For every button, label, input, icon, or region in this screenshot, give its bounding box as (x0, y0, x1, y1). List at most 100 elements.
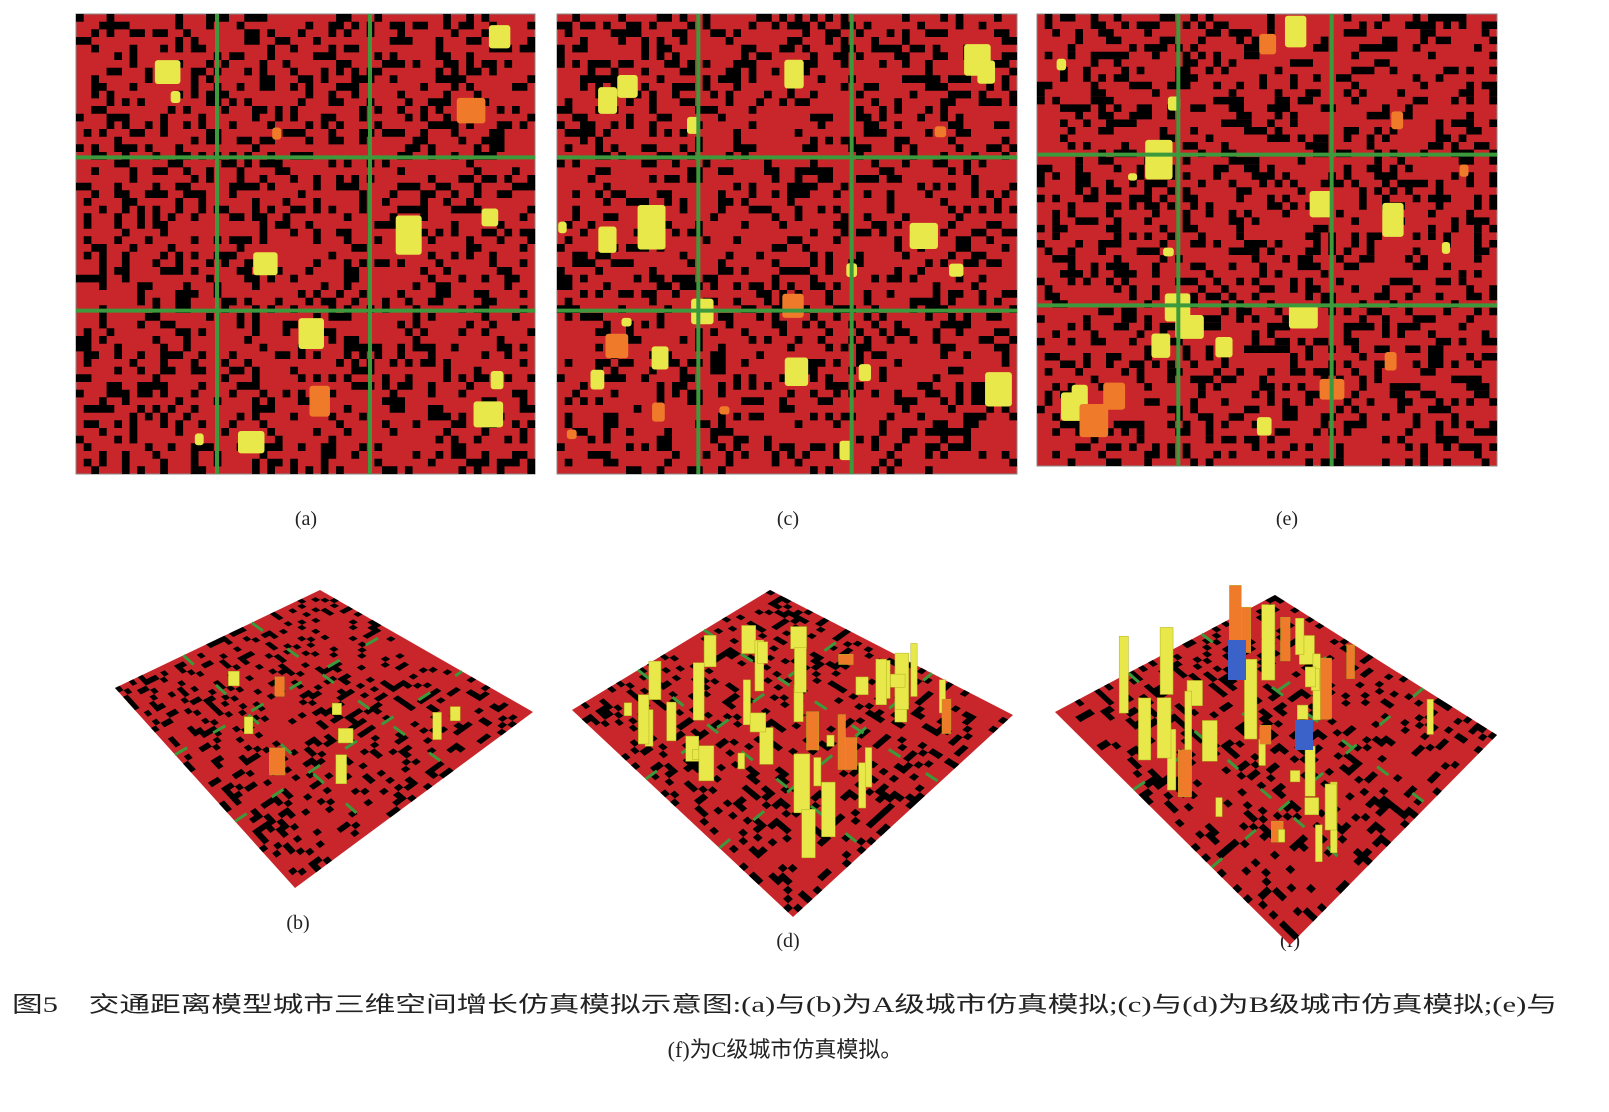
building-stack (1304, 797, 1319, 816)
building-stack (910, 643, 918, 697)
urban-cluster (590, 369, 605, 390)
building-stack (1244, 658, 1258, 740)
caption-line: 图5 交通距离模型城市三维空间增长仿真模拟示意图:(a)与(b)为A级城市仿真模… (12, 992, 1557, 1017)
urban-cluster (782, 293, 804, 318)
building-stack (875, 658, 887, 706)
panel-label: (a) (295, 508, 317, 530)
urban-cluster (784, 357, 809, 387)
urban-cluster (490, 371, 504, 390)
building-stack (1184, 690, 1192, 760)
building-stack (794, 647, 807, 693)
urban-cluster (1215, 336, 1233, 358)
building-stack (790, 626, 807, 650)
panel-label: (d) (776, 930, 799, 952)
building-stack (1138, 697, 1152, 761)
road (234, 670, 463, 823)
vacant-cells (115, 597, 518, 876)
building-stack (1305, 666, 1316, 688)
urban-cluster (985, 372, 1012, 407)
building-stack (1304, 745, 1316, 797)
building-stack (806, 711, 820, 751)
building-stack (450, 706, 461, 721)
urban-cluster (1256, 417, 1272, 436)
urban-cluster (621, 317, 632, 327)
building-stack (759, 727, 774, 765)
building-stack (1259, 725, 1272, 745)
urban-cluster (1071, 384, 1088, 408)
building-stack (1324, 783, 1337, 831)
building-stack (692, 662, 705, 721)
building-stack (1202, 720, 1218, 762)
building-stack (749, 712, 767, 733)
urban-cluster (194, 433, 204, 446)
urban-cluster (272, 127, 282, 140)
urban-cluster (652, 402, 665, 422)
building-stack (1261, 604, 1276, 681)
road (1210, 687, 1424, 869)
building-stack (1159, 627, 1174, 695)
urban-cluster (598, 226, 617, 253)
building-stack (1215, 797, 1223, 817)
urban-cluster (909, 222, 938, 249)
urban-cluster (839, 440, 853, 461)
building-stack (793, 753, 811, 814)
high-density-stack (1228, 640, 1246, 680)
urban-cluster (637, 205, 666, 250)
urban-cluster (1382, 202, 1404, 237)
urban-cluster (1145, 139, 1173, 180)
urban-cluster (395, 215, 422, 255)
panel-label: (b) (286, 912, 309, 934)
building-stack (741, 625, 756, 654)
urban-cluster (566, 429, 577, 440)
urban-cluster (488, 25, 511, 49)
building-stack (743, 679, 751, 725)
urban-cluster (977, 60, 996, 84)
building-stack (801, 809, 816, 859)
high-density-stack (1295, 720, 1313, 750)
urban-cluster (651, 346, 669, 370)
building-stack (754, 639, 764, 692)
building-stack (648, 660, 662, 700)
building-stack (838, 654, 854, 665)
building-stack (1177, 749, 1192, 798)
urban-cluster (1079, 404, 1109, 438)
building-stack (821, 781, 836, 838)
vacant-cells (76, 14, 536, 474)
urban-cluster (1284, 15, 1307, 48)
building-stack (1156, 697, 1172, 759)
building-stack (638, 694, 650, 745)
building-stack (1167, 729, 1177, 791)
building-stack (1118, 635, 1129, 714)
building-stack (1296, 704, 1309, 720)
building-stack (244, 716, 254, 735)
urban-cluster (858, 364, 871, 382)
building-stack (703, 635, 717, 667)
urban-cluster (473, 401, 504, 428)
building-stack (941, 698, 952, 734)
building-stack (844, 737, 858, 770)
building-stack (432, 712, 442, 740)
panel-label: (c) (777, 508, 799, 530)
urban-cluster (309, 385, 330, 417)
building-stack (338, 728, 354, 744)
urban-cluster (598, 87, 618, 114)
urban-cluster (1309, 190, 1332, 218)
urban-cluster (1384, 352, 1397, 371)
urban-cluster (1056, 58, 1067, 71)
urban-cluster (605, 333, 629, 359)
surface (115, 590, 533, 888)
urban-cluster (1163, 247, 1174, 257)
building-stack (864, 747, 873, 788)
building-stack (737, 752, 745, 770)
building-stack (1290, 770, 1301, 783)
urban-cluster (1128, 173, 1138, 181)
urban-cluster (298, 318, 324, 350)
building-stack (269, 747, 286, 776)
building-stack (623, 702, 632, 716)
building-stack (1278, 829, 1286, 843)
urban-cluster (253, 252, 278, 276)
building-stack (274, 676, 285, 697)
building-stack (1315, 824, 1323, 862)
urban-cluster (784, 59, 804, 89)
